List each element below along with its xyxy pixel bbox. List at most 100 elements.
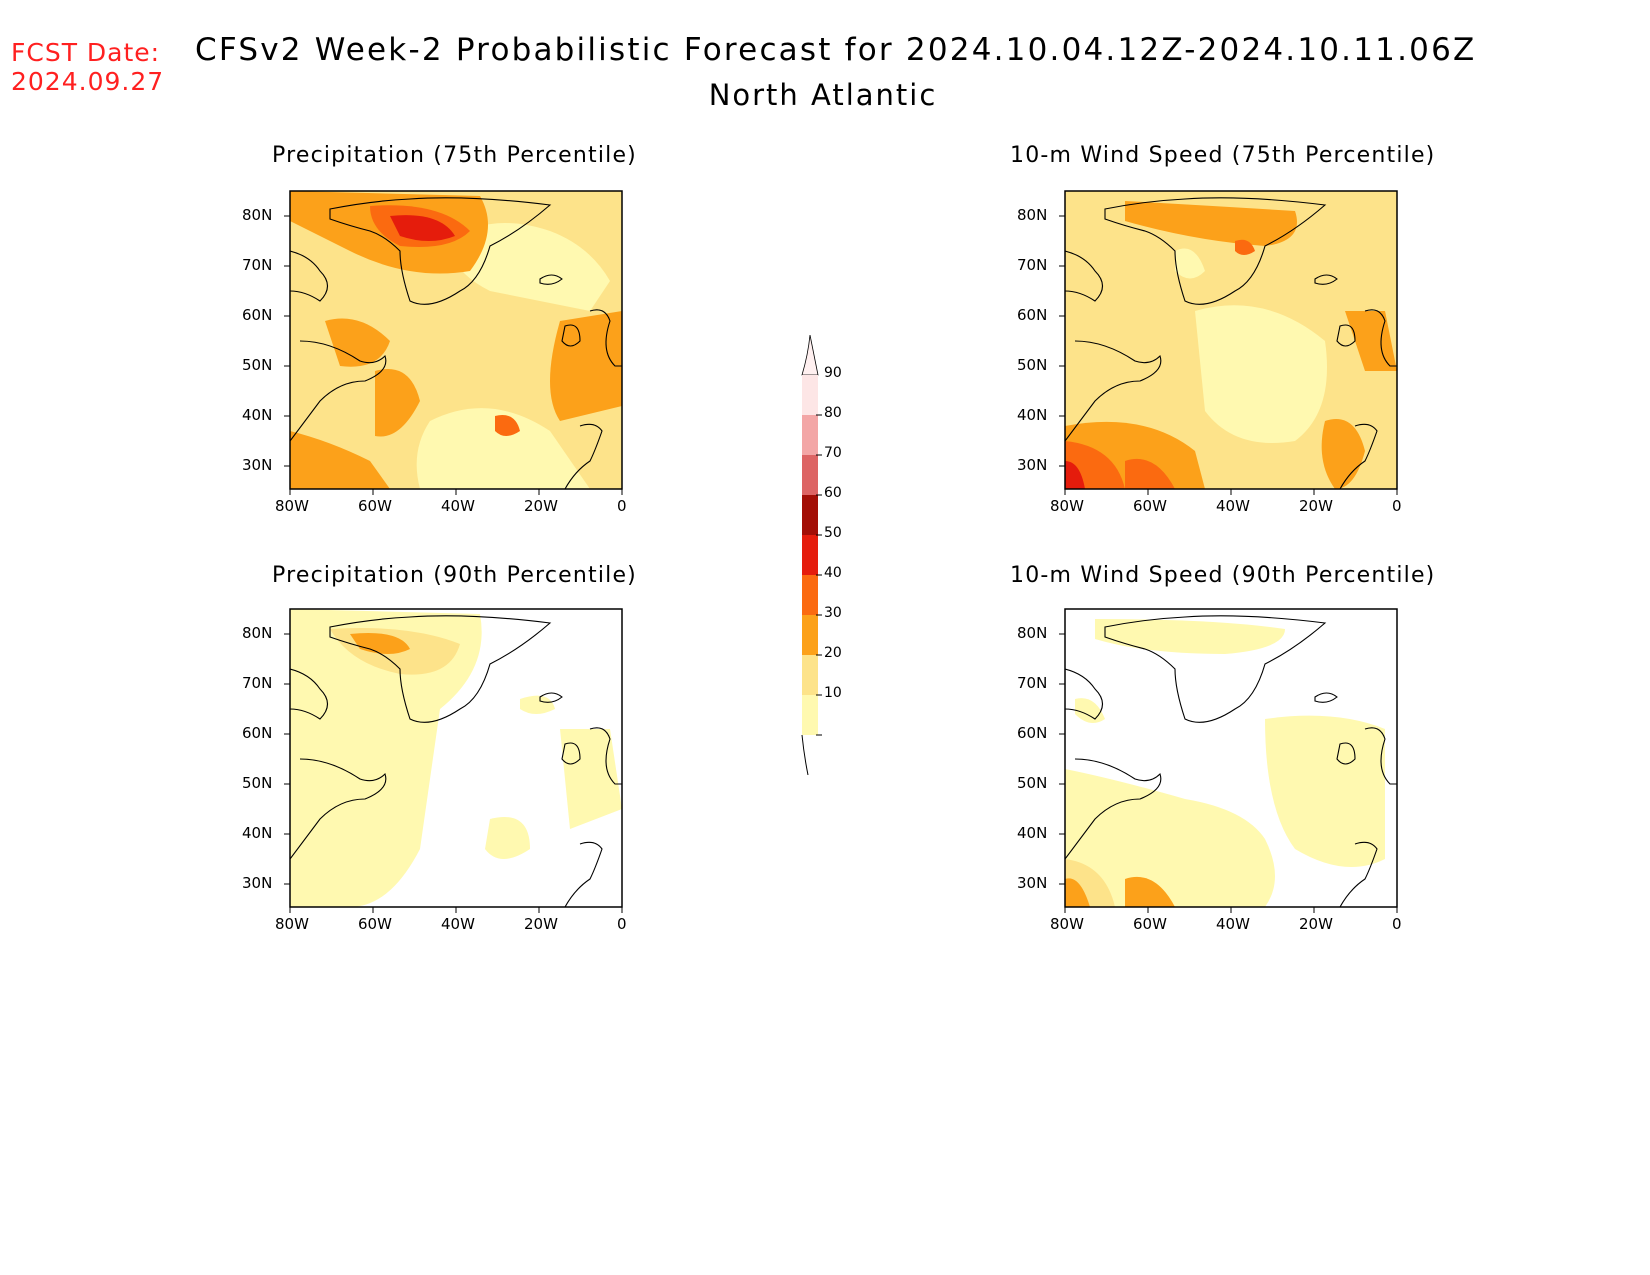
- lon-label: 20W: [1299, 497, 1333, 515]
- coastline: [1339, 423, 1378, 489]
- shading-region: [1065, 461, 1085, 489]
- shading-region: [1235, 239, 1255, 255]
- lat-label: 50N: [242, 774, 273, 792]
- main-title: CFSv2 Week-2 Probabilistic Forecast for …: [195, 32, 1477, 68]
- colorbar-swatch: [802, 535, 818, 575]
- shading-region: [1125, 458, 1175, 489]
- coastline: [329, 615, 552, 723]
- colorbar-swatch: [802, 655, 818, 695]
- coastline: [290, 758, 387, 860]
- coastline: [1339, 841, 1378, 907]
- lat-label: 40N: [1017, 406, 1048, 424]
- shading-region: [375, 369, 420, 437]
- shading-region: [450, 223, 610, 311]
- colorbar-label: 30: [824, 605, 842, 621]
- colorbar-label: 20: [824, 645, 842, 661]
- shading-region: [1321, 419, 1365, 489]
- lat-label: 60N: [242, 306, 273, 324]
- lat-label: 50N: [242, 356, 273, 374]
- shading-region: [290, 609, 482, 907]
- colorbar-label: 60: [824, 485, 842, 501]
- lat-label: 80N: [242, 206, 273, 224]
- lat-label: 30N: [242, 874, 273, 892]
- map-wind-90: 80N 70N 60N 50N 40N 30N 80W 60W 40W 20W 0: [1017, 608, 1477, 947]
- lon-label: 60W: [358, 497, 392, 515]
- lat-label: 30N: [242, 456, 273, 474]
- lon-label: 40W: [441, 915, 475, 933]
- lat-label: 50N: [1017, 774, 1048, 792]
- lat-label: 40N: [242, 406, 273, 424]
- lon-label: 0: [1392, 915, 1402, 933]
- lon-label: 0: [617, 915, 627, 933]
- shading-region: [350, 633, 410, 654]
- lat-label: 30N: [1017, 456, 1048, 474]
- coastline: [1104, 615, 1327, 723]
- coastline: [561, 742, 581, 765]
- map-wind-75: 80N 70N 60N 50N 40N 30N 80W 60W 40W 20W 0: [1017, 190, 1477, 529]
- colorbar-label: 80: [824, 405, 842, 421]
- shading-region: [1125, 201, 1297, 246]
- colorbar-label: 90: [824, 365, 842, 381]
- lon-label: 40W: [1216, 915, 1250, 933]
- map-precip-90: 80N 70N 60N 50N 40N 30N 80W 60W 40W 20W 0: [242, 608, 702, 947]
- lat-label: 80N: [242, 624, 273, 642]
- panel-title-wind-90: 10-m Wind Speed (90th Percentile): [1010, 563, 1436, 588]
- coastline: [1065, 758, 1162, 860]
- colorbar-swatch: [802, 455, 818, 495]
- lat-label: 50N: [1017, 356, 1048, 374]
- colorbar-swatch: [802, 375, 818, 415]
- coastline: [1065, 668, 1104, 720]
- coastline: [564, 423, 603, 489]
- region-subtitle-wrap: North Atlantic: [0, 78, 1650, 112]
- coastline: [1336, 742, 1356, 765]
- lat-label: 60N: [242, 724, 273, 742]
- coastline: [564, 841, 603, 907]
- lon-label: 20W: [524, 497, 558, 515]
- shading-region: [1065, 878, 1090, 907]
- lon-label: 60W: [358, 915, 392, 933]
- lat-label: 80N: [1017, 206, 1048, 224]
- shading-region: [416, 408, 590, 489]
- lat-label: 70N: [1017, 256, 1048, 274]
- lon-label: 40W: [1216, 497, 1250, 515]
- forecast-date-value: 2024.09.27: [11, 67, 165, 96]
- region-subtitle: North Atlantic: [708, 78, 938, 112]
- lon-label: 80W: [1050, 497, 1084, 515]
- panel-title-precip-90: Precipitation (90th Percentile): [272, 563, 637, 588]
- colorbar-label: 40: [824, 565, 842, 581]
- coastline: [1336, 324, 1356, 347]
- colorbar-swatch: [802, 415, 818, 455]
- colorbar-swatch: [802, 575, 818, 615]
- lon-label: 0: [617, 497, 627, 515]
- colorbar-head: [801, 334, 819, 376]
- lon-label: 80W: [1050, 915, 1084, 933]
- lon-label: 60W: [1133, 497, 1167, 515]
- coastline: [539, 692, 563, 703]
- colorbar-label: 70: [824, 445, 842, 461]
- colorbar: 10 20 30 40 50 60 70 80 90: [800, 334, 860, 779]
- shading-region: [485, 817, 530, 859]
- coastline: [589, 309, 622, 367]
- coastline: [539, 274, 563, 285]
- lon-label: 20W: [524, 915, 558, 933]
- colorbar-label: 50: [824, 525, 842, 541]
- coastline: [561, 324, 581, 347]
- shading-region: [290, 431, 390, 489]
- coastline: [1065, 250, 1104, 302]
- coastline: [290, 340, 387, 442]
- lat-label: 70N: [242, 674, 273, 692]
- coastline: [290, 250, 329, 302]
- lon-label: 80W: [275, 497, 309, 515]
- lat-label: 60N: [1017, 724, 1048, 742]
- coastline: [1104, 197, 1327, 305]
- lat-label: 40N: [242, 824, 273, 842]
- shading-region: [1175, 248, 1205, 279]
- lat-label: 80N: [1017, 624, 1048, 642]
- shading-region: [520, 695, 555, 714]
- coastline: [1364, 309, 1397, 367]
- colorbar-swatch: [802, 695, 818, 735]
- lon-label: 80W: [275, 915, 309, 933]
- lon-label: 60W: [1133, 915, 1167, 933]
- map-precip-75: 80N 70N 60N 50N 40N 30N 80W 60W 40W 20W 0: [242, 190, 702, 529]
- coastline: [1314, 692, 1338, 703]
